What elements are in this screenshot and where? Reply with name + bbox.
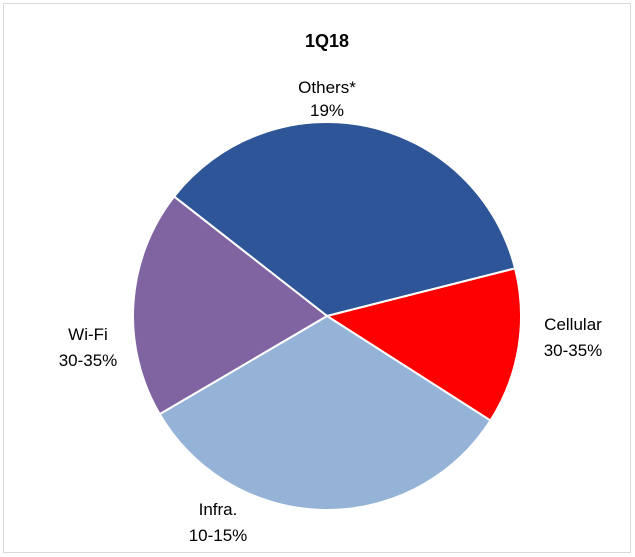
slice-label-cellular-value: 30-35% — [544, 341, 603, 360]
pie-slice-infra — [324, 267, 522, 422]
slice-label-cellular-name: Cellular — [544, 315, 602, 334]
slice-labels: Others* 19% Cellular 30-35% Wi-Fi 30-35%… — [59, 78, 603, 545]
pie-slices — [132, 121, 522, 511]
chart-title: 1Q18 — [305, 31, 349, 51]
slice-label-infra-value: 10-15% — [189, 526, 248, 545]
slice-label-others-value: 19% — [310, 101, 344, 120]
pie-slice-wi-fi — [158, 314, 492, 511]
pie-slice-others — [132, 195, 329, 416]
slice-label-others-name: Others* — [298, 78, 356, 97]
slice-label-wifi-name: Wi-Fi — [68, 325, 108, 344]
slice-label-infra-name: Infra. — [199, 500, 238, 519]
pie-slice-cellular — [172, 121, 517, 318]
slice-label-wifi-value: 30-35% — [59, 351, 118, 370]
